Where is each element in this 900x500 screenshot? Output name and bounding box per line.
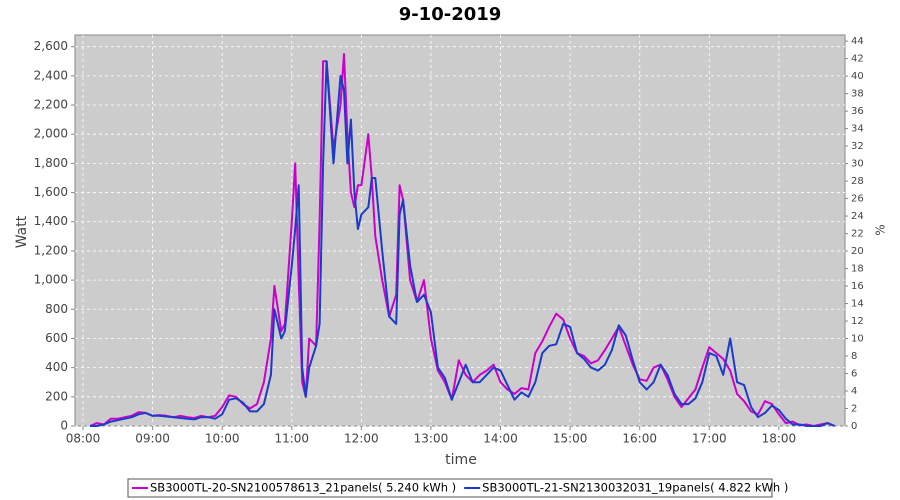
y2-tick-label: 42 xyxy=(851,54,864,65)
y2-tick-label: 20 xyxy=(851,246,864,257)
y2-tick-label: 22 xyxy=(851,229,864,240)
x-axis-label: time xyxy=(445,452,477,468)
x-tick-label: 08:00 xyxy=(66,432,101,446)
y2-tick-label: 30 xyxy=(851,159,864,170)
y2-tick-label: 26 xyxy=(851,194,864,205)
y-tick-label: 600 xyxy=(45,331,68,345)
series-line xyxy=(90,60,835,427)
y2-tick-label: 12 xyxy=(851,316,864,327)
y-tick-label: 2,000 xyxy=(34,127,68,141)
x-tick-label: 16:00 xyxy=(622,432,657,446)
y2-tick-label: 16 xyxy=(851,281,864,292)
y2-tick-label: 28 xyxy=(851,176,864,187)
series-line xyxy=(89,53,835,427)
y2-tick-label: 0 xyxy=(851,421,857,432)
x-tick-label: 14:00 xyxy=(483,432,518,446)
y-tick-label: 1,000 xyxy=(34,273,68,287)
y-tick-label: 1,200 xyxy=(34,243,68,257)
y-tick-label: 800 xyxy=(45,302,68,316)
y2-tick-label: 34 xyxy=(851,124,864,135)
y2-tick-label: 8 xyxy=(851,351,857,362)
y2-tick-label: 36 xyxy=(851,106,864,117)
y2-tick-label: 18 xyxy=(851,264,864,275)
y2-tick-label: 32 xyxy=(851,141,864,152)
y-tick-label: 2,200 xyxy=(34,98,68,112)
x-tick-label: 10:00 xyxy=(205,432,240,446)
x-tick-label: 18:00 xyxy=(762,432,797,446)
x-tick-label: 15:00 xyxy=(553,432,588,446)
y-tick-label: 2,400 xyxy=(34,68,68,82)
legend-label: SB3000TL-20-SN2100578613_21panels( 5.240… xyxy=(150,481,456,495)
y2-tick-label: 38 xyxy=(851,89,864,100)
y-axis-label: Watt xyxy=(14,215,30,248)
y2-tick-label: 24 xyxy=(851,211,864,222)
y2-tick-label: 40 xyxy=(851,71,864,82)
y2-tick-label: 4 xyxy=(851,386,857,397)
x-tick-label: 12:00 xyxy=(344,432,379,446)
y2-axis-label: % xyxy=(874,224,888,235)
y-tick-label: 1,800 xyxy=(34,156,68,170)
y-tick-label: 2,600 xyxy=(34,39,68,53)
x-tick-label: 13:00 xyxy=(414,432,449,446)
x-tick-label: 17:00 xyxy=(692,432,727,446)
y2-tick-label: 14 xyxy=(851,299,864,310)
x-tick-label: 11:00 xyxy=(274,432,309,446)
legend-label: SB3000TL-21-SN2130032031_19panels( 4.822… xyxy=(482,481,788,495)
y-tick-label: 400 xyxy=(45,360,68,374)
y2-tick-label: 2 xyxy=(851,404,857,415)
y-tick-label: 0 xyxy=(60,419,68,433)
legend xyxy=(127,478,773,498)
chart-title: 9-10-2019 xyxy=(399,4,502,25)
x-tick-label: 09:00 xyxy=(135,432,170,446)
y2-tick-label: 44 xyxy=(851,36,864,47)
y2-tick-label: 6 xyxy=(851,369,857,380)
y-tick-label: 1,600 xyxy=(34,185,68,199)
y2-tick-label: 10 xyxy=(851,334,864,345)
y-tick-label: 200 xyxy=(45,389,68,403)
y-tick-label: 1,400 xyxy=(34,214,68,228)
